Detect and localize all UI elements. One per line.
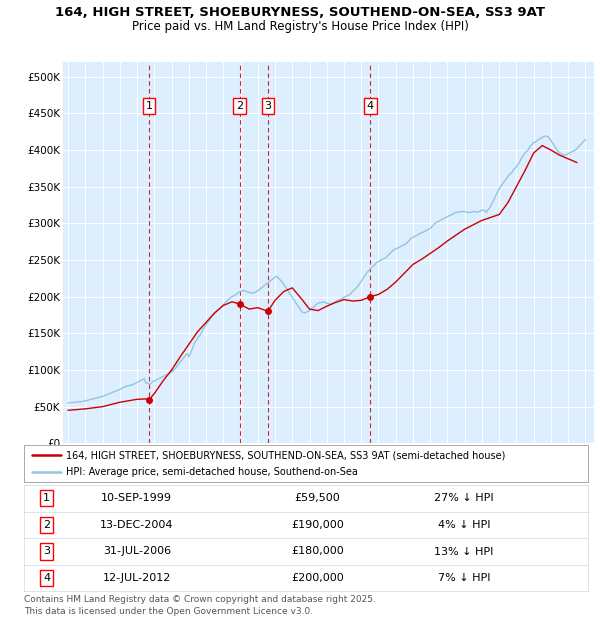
Text: £200,000: £200,000	[291, 573, 344, 583]
Text: 4: 4	[367, 101, 374, 111]
Text: £59,500: £59,500	[295, 493, 340, 503]
Text: 31-JUL-2006: 31-JUL-2006	[103, 546, 171, 557]
Text: £190,000: £190,000	[291, 520, 344, 530]
Text: 12-JUL-2012: 12-JUL-2012	[103, 573, 171, 583]
Text: 4: 4	[43, 573, 50, 583]
Text: Price paid vs. HM Land Registry's House Price Index (HPI): Price paid vs. HM Land Registry's House …	[131, 20, 469, 33]
Text: This data is licensed under the Open Government Licence v3.0.: This data is licensed under the Open Gov…	[24, 607, 313, 616]
Text: 164, HIGH STREET, SHOEBURYNESS, SOUTHEND-ON-SEA, SS3 9AT: 164, HIGH STREET, SHOEBURYNESS, SOUTHEND…	[55, 6, 545, 19]
Text: 1: 1	[43, 493, 50, 503]
Text: 13-DEC-2004: 13-DEC-2004	[100, 520, 173, 530]
Text: 13% ↓ HPI: 13% ↓ HPI	[434, 546, 494, 557]
Text: 2: 2	[43, 520, 50, 530]
Text: 3: 3	[265, 101, 271, 111]
Text: HPI: Average price, semi-detached house, Southend-on-Sea: HPI: Average price, semi-detached house,…	[66, 467, 358, 477]
Text: 27% ↓ HPI: 27% ↓ HPI	[434, 493, 494, 503]
Text: 10-SEP-1999: 10-SEP-1999	[101, 493, 172, 503]
Text: 164, HIGH STREET, SHOEBURYNESS, SOUTHEND-ON-SEA, SS3 9AT (semi-detached house): 164, HIGH STREET, SHOEBURYNESS, SOUTHEND…	[66, 450, 506, 460]
Text: 3: 3	[43, 546, 50, 557]
Text: £180,000: £180,000	[291, 546, 344, 557]
Text: 7% ↓ HPI: 7% ↓ HPI	[437, 573, 490, 583]
Text: 1: 1	[146, 101, 153, 111]
Text: 4% ↓ HPI: 4% ↓ HPI	[437, 520, 490, 530]
Text: Contains HM Land Registry data © Crown copyright and database right 2025.: Contains HM Land Registry data © Crown c…	[24, 595, 376, 604]
Text: 2: 2	[236, 101, 243, 111]
